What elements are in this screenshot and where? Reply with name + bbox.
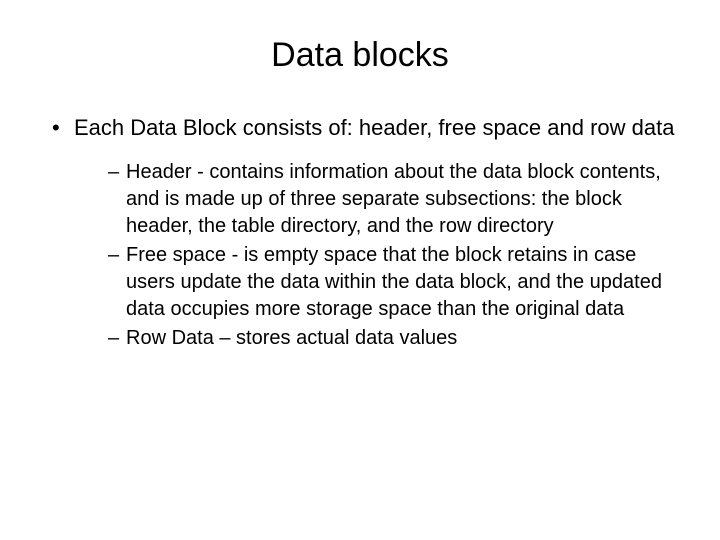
sub-bullets-list: Header - contains information about the … — [108, 159, 680, 352]
sub-bullet: Row Data – stores actual data values — [108, 325, 680, 352]
sub-bullet: Header - contains information about the … — [108, 159, 680, 240]
sub-bullet: Free space - is empty space that the blo… — [108, 242, 680, 323]
main-bullet: Each Data Block consists of: header, fre… — [52, 113, 680, 143]
slide-title: Data blocks — [40, 36, 680, 75]
